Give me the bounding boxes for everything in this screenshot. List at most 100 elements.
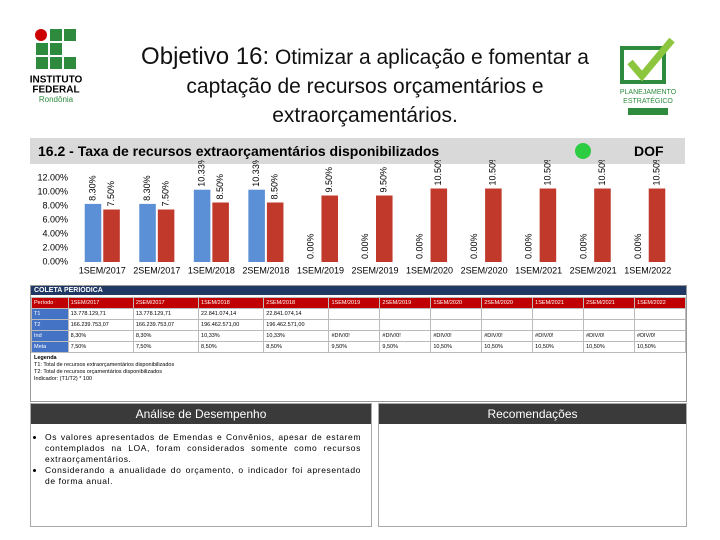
table-cell: [430, 319, 483, 331]
table-cell: 10,50%: [532, 341, 585, 353]
bar: [157, 209, 175, 262]
x-tick-label: 1SEM/2019: [297, 265, 344, 275]
table-cell: [634, 319, 686, 331]
if-logo: [35, 29, 76, 69]
table-cell: #DIV/0!: [481, 330, 534, 342]
value-label: 0.00%: [415, 233, 425, 259]
table-row: Ind 8,30% 8,30% 10,33% 10,33% #DIV/0! #DIV/0! #…: [31, 330, 686, 342]
value-label: 8.50%: [215, 174, 225, 200]
table-cell: 7,50%: [132, 341, 200, 353]
header-cell: Período: [31, 297, 69, 309]
table-cell: [634, 308, 686, 320]
header-cell: 1SEM/2020: [430, 297, 483, 309]
legend-line: T2: Total de recursos orçamentários disp…: [34, 369, 162, 375]
table-cell: 196.462.571,00: [198, 319, 265, 331]
indicator-unit: DOF: [634, 143, 664, 159]
legend-line: Indicador: (T1/T2) * 100: [34, 376, 93, 382]
table-cell: Ind: [31, 330, 69, 342]
value-label: 10.50%: [488, 160, 498, 186]
value-label: 10.33%: [251, 160, 261, 187]
analysis-bullet: Os valores apresentados de Emendas e Con…: [45, 432, 361, 465]
table-row: T2 166.239.753,07 166.239.753,07 196.462.57…: [31, 319, 686, 331]
recommendations-title: Recomendações: [379, 404, 686, 424]
bar: [266, 202, 284, 262]
y-tick-label: 8.00%: [42, 200, 68, 210]
bar: [594, 188, 611, 262]
table-cell: [379, 308, 432, 320]
value-label: 10.50%: [542, 160, 552, 186]
table-cell: 9,50%: [328, 341, 381, 353]
table-cell: [532, 319, 585, 331]
value-label: 0.00%: [633, 233, 643, 259]
bar: [84, 203, 102, 262]
x-tick-label: 2SEM/2018: [242, 265, 289, 275]
x-tick-label: 1SEM/2017: [79, 265, 126, 275]
bar: [321, 195, 338, 262]
bar: [430, 188, 448, 262]
table-cell: 10,50%: [583, 341, 636, 353]
table-cell: [430, 308, 483, 320]
status-dot: [575, 143, 591, 159]
table-title: COLETA PERIÓDICA: [31, 286, 686, 295]
table-cell: [379, 319, 432, 331]
value-label: 0.00%: [360, 233, 370, 259]
indicator-title: 16.2 - Taxa de recursos extraorçamentári…: [38, 143, 440, 159]
value-label: 9.50%: [324, 167, 334, 193]
logo-text: PLANEJAMENTO: [620, 89, 677, 96]
value-label: 0.00%: [469, 233, 479, 259]
x-tick-label: 2SEM/2020: [461, 265, 508, 275]
table-cell: 8,50%: [198, 341, 265, 353]
value-label: 10.50%: [597, 160, 607, 186]
table-cell: T1: [31, 308, 69, 320]
header-cell: 1SEM/2019: [328, 297, 381, 309]
table-row: T1 13.778.129,71 13.778.129,71 22.841.074,1…: [31, 308, 686, 320]
table-row: Meta 7,50% 7,50% 8,50% 8,50% 9,50% 9,50% 10,50%…: [31, 341, 686, 353]
analysis-list: Os valores apresentados de Emendas e Con…: [45, 432, 361, 487]
header-cell: 2SEM/2021: [583, 297, 636, 309]
slide-title: Objetivo 16: Otimizar a aplicação e fome…: [110, 42, 620, 130]
table-cell: 13.778.129,71: [67, 308, 134, 320]
bar: [648, 188, 666, 262]
table-cell: [328, 308, 381, 320]
table-cell: 13.778.129,71: [132, 308, 200, 320]
y-tick-label: 2.00%: [42, 242, 68, 252]
table-cell: #DIV/0!: [532, 330, 585, 342]
y-tick-label: 6.00%: [42, 214, 68, 224]
table-header-row: Período 1SEM/2017 2SEM/2017 1SEM/2018 2SEM/2…: [31, 297, 686, 309]
header-cell: 2SEM/2018: [263, 297, 330, 309]
logo-text: INSTITUTO: [30, 75, 83, 86]
table-cell: [328, 319, 381, 331]
value-label: 0.00%: [578, 233, 588, 259]
value-label: 7.50%: [106, 181, 116, 207]
indicator-bar: 16.2 - Taxa de recursos extraorçamentári…: [30, 138, 685, 164]
table-cell: 10,50%: [430, 341, 483, 353]
x-tick-label: 1SEM/2020: [406, 265, 453, 275]
table: Período 1SEM/2017 2SEM/2017 1SEM/2018 2SEM/2…: [31, 297, 686, 353]
table-cell: 10,33%: [198, 330, 265, 342]
header-cell: 1SEM/2018: [198, 297, 265, 309]
table-cell: 10,50%: [634, 341, 686, 353]
value-label: 0.00%: [524, 233, 534, 259]
bar: [248, 189, 265, 262]
bar: [139, 203, 156, 262]
analysis-title: Análise de Desempenho: [31, 404, 371, 424]
table-cell: #DIV/0!: [430, 330, 483, 342]
table-cell: 166.239.753,07: [132, 319, 200, 331]
header-cell: 1SEM/2017: [67, 297, 134, 309]
logo-text: ESTRATÉGICO: [623, 96, 673, 105]
bar: [539, 188, 557, 262]
bar: [485, 188, 502, 262]
value-label: 10.50%: [433, 160, 443, 186]
table-cell: 8,50%: [263, 341, 330, 353]
table-cell: #DIV/0!: [634, 330, 686, 342]
x-tick-label: 2SEM/2021: [570, 265, 617, 275]
x-tick-label: 1SEM/2022: [624, 265, 671, 275]
bar: [212, 202, 229, 262]
bar: [193, 189, 211, 262]
header-cell: 2SEM/2017: [132, 297, 200, 309]
logos: INSTITUTO FEDERAL Rondônia PLANEJAMENTO …: [0, 0, 720, 135]
table-cell: [532, 308, 585, 320]
value-label: 8.30%: [142, 175, 152, 201]
analysis-panel: Análise de Desempenho Os valores apresen…: [30, 403, 372, 527]
